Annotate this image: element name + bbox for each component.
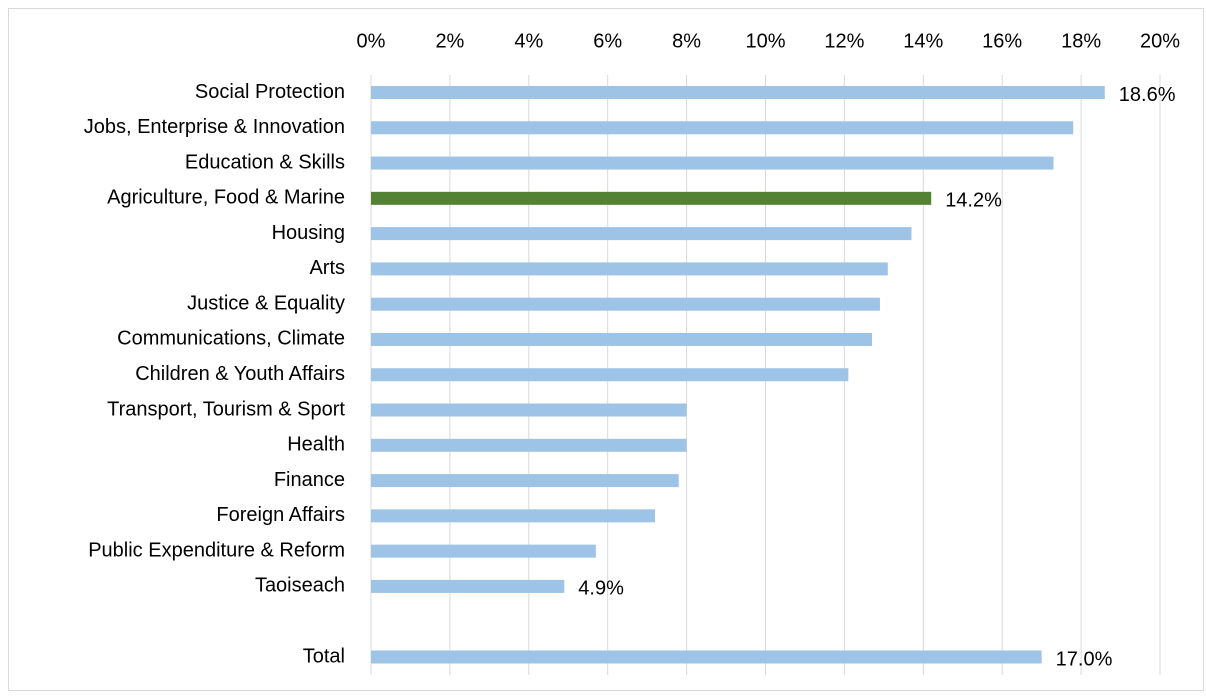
y-tick-label: Public Expenditure & Reform (88, 539, 345, 561)
x-tick-label: 18% (1061, 30, 1101, 52)
x-tick-label: 10% (745, 30, 785, 52)
y-tick-label: Justice & Equality (187, 292, 345, 314)
y-tick-label: Health (287, 434, 345, 456)
y-tick-label: Transport, Tourism & Sport (107, 398, 345, 420)
bar (371, 438, 687, 452)
x-tick-label: 12% (824, 30, 864, 52)
x-tick-label: 14% (903, 30, 943, 52)
y-tick-label: Children & Youth Affairs (135, 363, 345, 385)
bar (371, 544, 596, 558)
x-tick-label: 8% (672, 30, 701, 52)
y-tick-label: Communications, Climate (117, 328, 345, 350)
bar (371, 474, 679, 488)
y-tick-label: Finance (274, 469, 345, 491)
y-tick-label: Social Protection (195, 81, 345, 103)
x-tick-label: 6% (593, 30, 622, 52)
x-tick-label: 0% (357, 30, 386, 52)
y-tick-label: Jobs, Enterprise & Innovation (84, 116, 345, 138)
bar (371, 86, 1105, 99)
bar (371, 509, 656, 523)
x-tick-label: 20% (1140, 30, 1180, 52)
y-tick-label: Agriculture, Food & Marine (107, 187, 345, 209)
data-label: 17.0% (1056, 648, 1113, 670)
bar (371, 121, 1074, 135)
data-label: 14.2% (945, 190, 1002, 212)
y-tick-label: Arts (309, 257, 345, 279)
bar (371, 297, 880, 311)
bar (371, 368, 849, 382)
y-tick-label: Total (303, 645, 345, 667)
x-tick-label: 2% (435, 30, 464, 52)
y-tick-label: Foreign Affairs (216, 504, 345, 526)
bar (371, 156, 1054, 170)
bar (371, 650, 1042, 664)
bar (371, 262, 888, 276)
bar (371, 191, 932, 205)
bar (371, 332, 873, 346)
data-label: 18.6% (1119, 84, 1176, 106)
bar (371, 227, 912, 241)
y-tick-label: Housing (272, 222, 345, 244)
bar (371, 403, 687, 417)
y-tick-label: Education & Skills (185, 151, 345, 173)
y-tick-label: Taoiseach (255, 575, 345, 597)
x-tick-label: 4% (514, 30, 543, 52)
bar (371, 579, 565, 593)
data-label: 4.9% (578, 578, 624, 600)
x-tick-label: 16% (982, 30, 1022, 52)
